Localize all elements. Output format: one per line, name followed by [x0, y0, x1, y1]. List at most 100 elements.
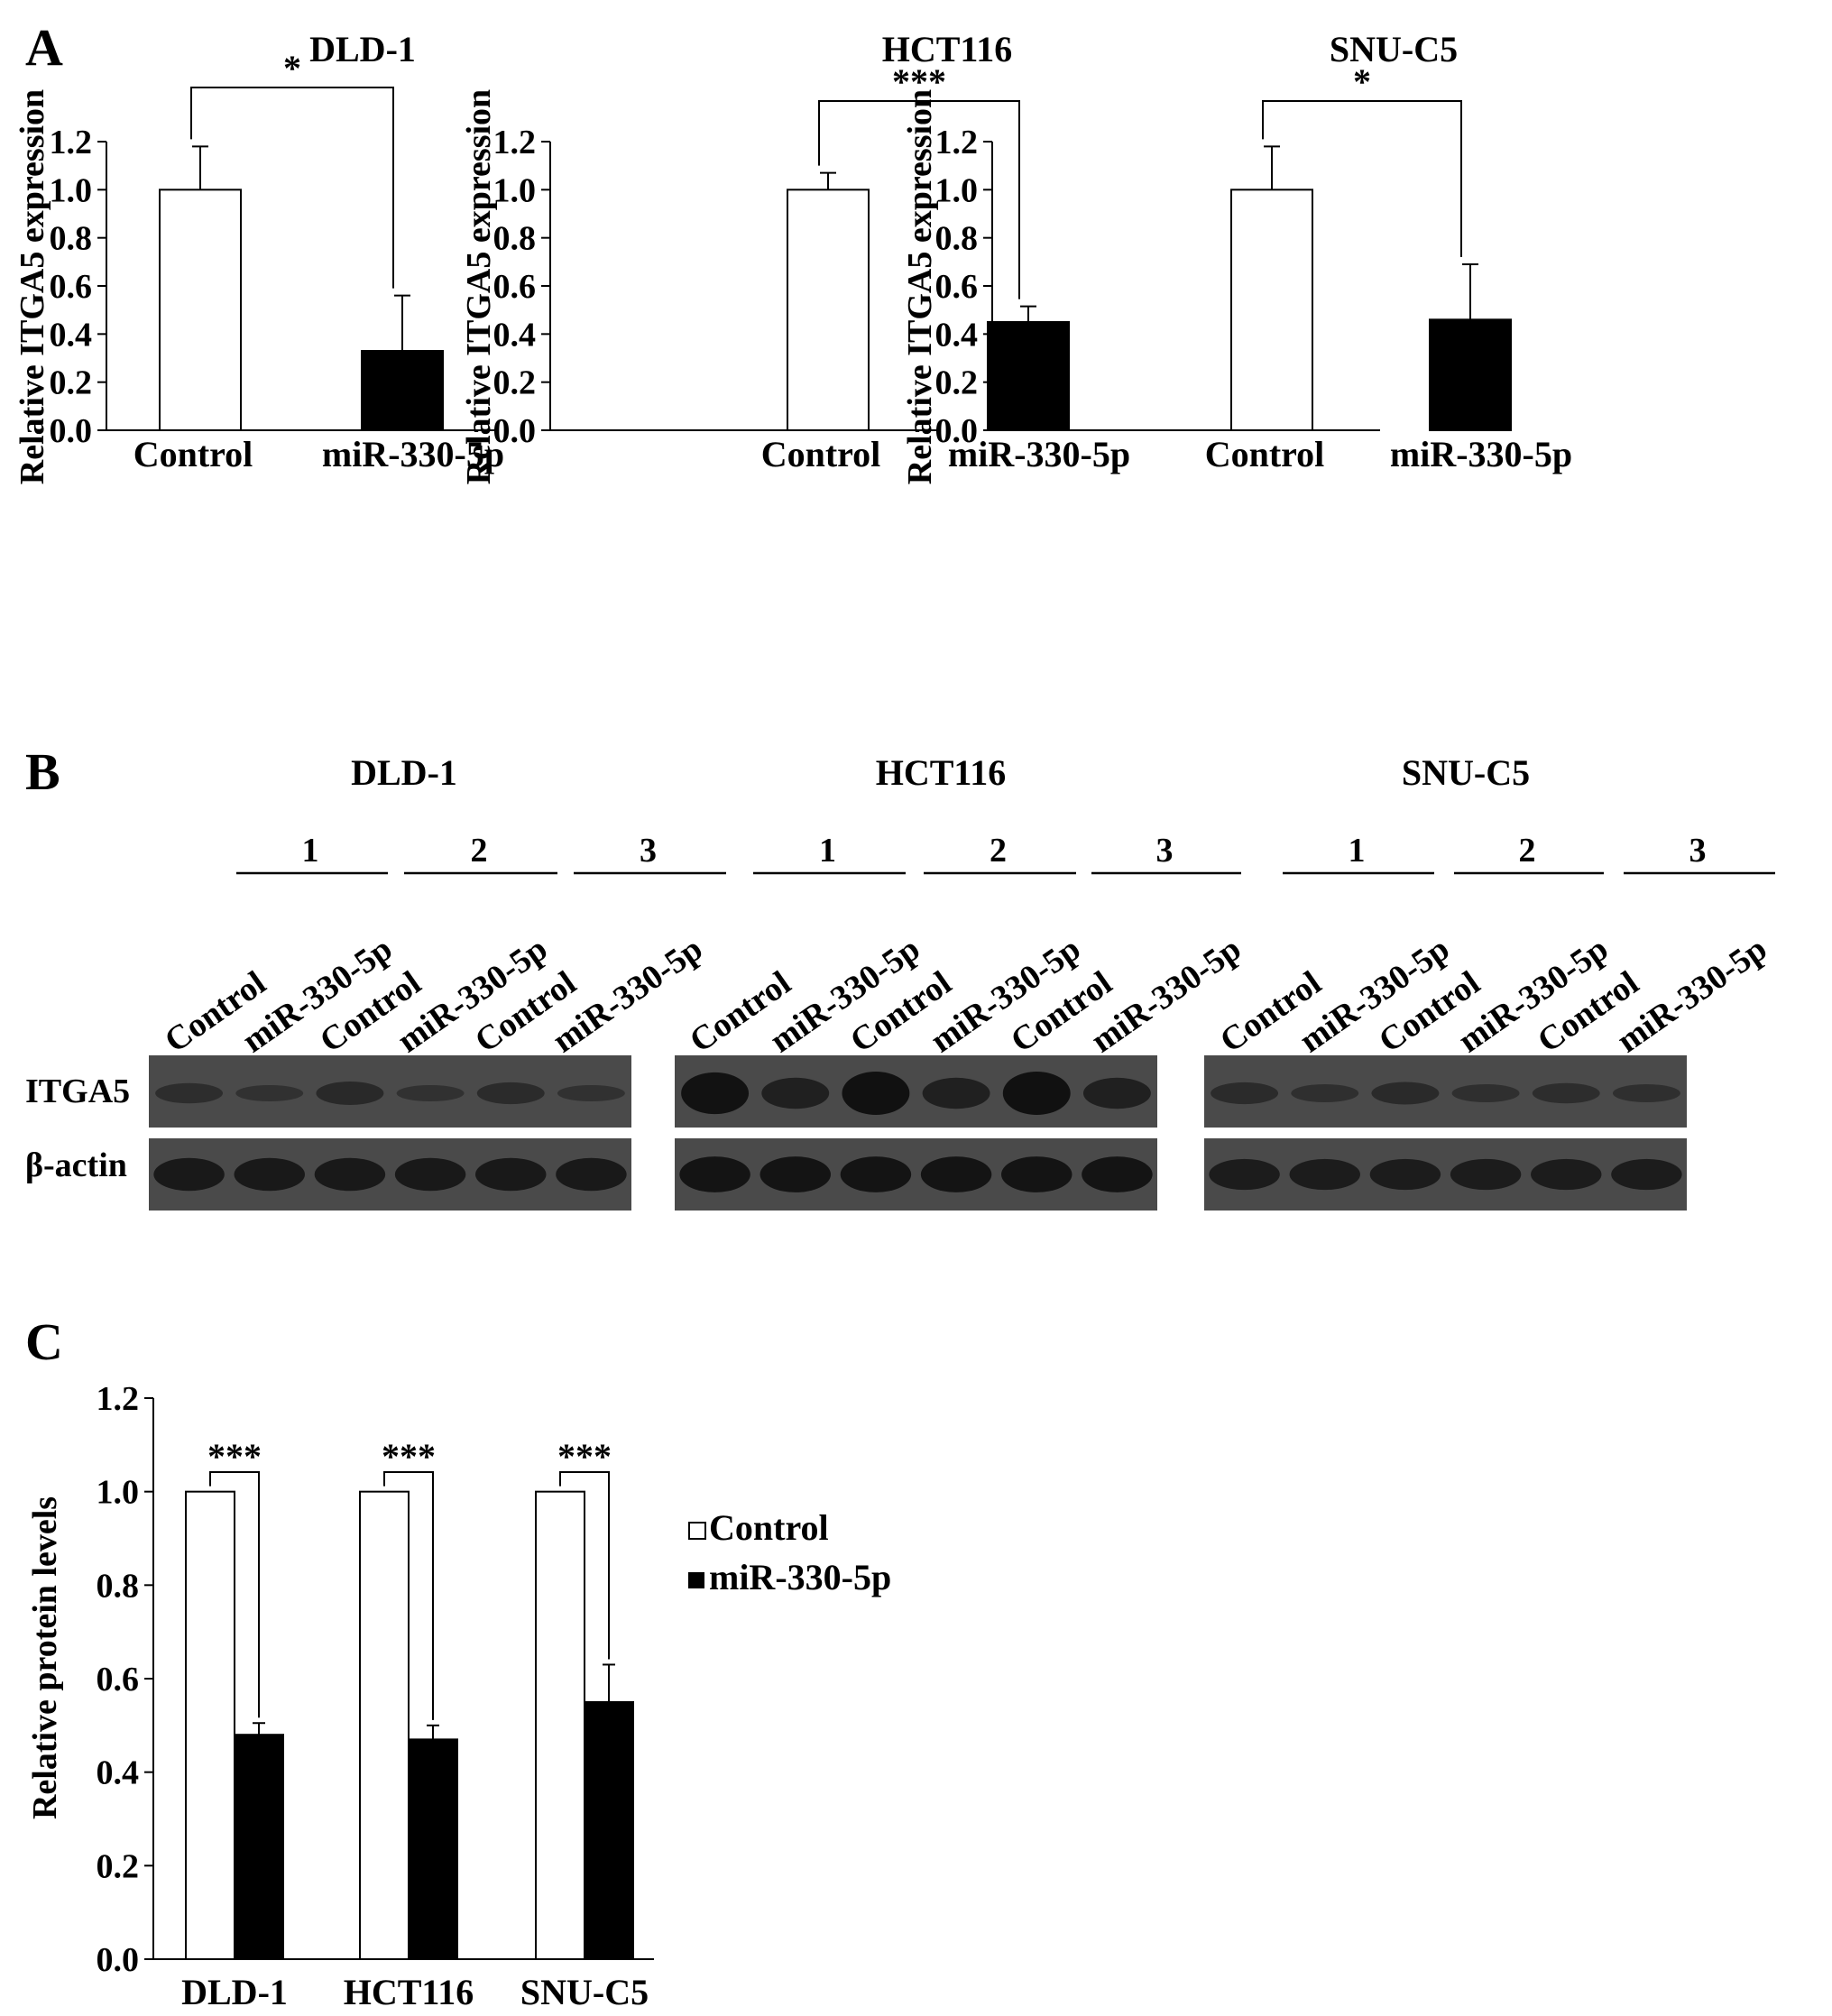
replicate-number: 2 [1519, 832, 1536, 870]
y-axis-label: Relative ITGA5 expression [14, 89, 51, 484]
y-tick-label: 0.2 [493, 364, 537, 402]
row-label-beta-actin: β-actin [25, 1146, 127, 1184]
band-itga5 [1532, 1082, 1600, 1104]
y-tick-label: 1.0 [935, 171, 979, 209]
category-label: Control [1205, 434, 1325, 474]
significance-bracket [818, 100, 1020, 299]
y-axis-label: Relative protein levels [26, 1496, 64, 1819]
replicate-number: 1 [302, 832, 319, 870]
bar [787, 189, 870, 431]
y-tick-label: 0.0 [50, 412, 93, 450]
y-tick-label: 0.4 [97, 1754, 140, 1792]
significance-bracket [559, 1471, 610, 1660]
category-label: DLD-1 [181, 1972, 288, 2012]
category-label: Control [133, 434, 253, 474]
y-tick-label: 0.8 [493, 220, 537, 258]
band-beta-actin [234, 1157, 305, 1192]
band-itga5 [476, 1082, 545, 1105]
blot-beta-actin [675, 1138, 1157, 1211]
band-itga5 [396, 1084, 465, 1102]
band-beta-actin [394, 1157, 466, 1192]
bar [987, 321, 1070, 431]
category-label: miR-330-5p [322, 434, 504, 474]
y-tick-label: 0.6 [50, 268, 93, 306]
blot-beta-actin [1204, 1138, 1687, 1211]
y-tick-label: 1.2 [97, 1380, 140, 1418]
band-itga5 [922, 1077, 990, 1109]
blot-itga5 [1204, 1055, 1687, 1128]
band-beta-actin [1289, 1158, 1360, 1191]
significance-bracket [209, 1471, 260, 1718]
band-beta-actin [1209, 1158, 1280, 1191]
legend-swatch-mir [688, 1572, 704, 1588]
y-tick-label: 0.2 [50, 364, 93, 402]
panel-letter-a: A [25, 18, 63, 77]
blot-beta-actin [149, 1138, 631, 1211]
blot-title: SNU-C5 [1402, 752, 1530, 793]
category-label: HCT116 [344, 1972, 474, 2012]
band-beta-actin [314, 1157, 386, 1192]
band-beta-actin [759, 1156, 831, 1192]
band-itga5 [681, 1072, 750, 1115]
y-tick-label: 0.4 [493, 316, 537, 354]
y-tick-label: 0.6 [493, 268, 537, 306]
replicate-number: 3 [1689, 832, 1707, 870]
y-tick-label: 1.2 [50, 124, 93, 161]
y-tick-label: 0.6 [935, 268, 979, 306]
bar [185, 1490, 235, 1960]
y-tick-label: 0.0 [97, 1941, 140, 1979]
significance-marker: *** [207, 1436, 262, 1477]
panel-letter-b: B [25, 742, 60, 801]
significance-bracket [190, 87, 394, 289]
panel-letter-c: C [25, 1312, 63, 1371]
significance-marker: * [1353, 61, 1371, 102]
y-tick-label: 0.8 [50, 220, 93, 258]
bar [159, 189, 242, 431]
bar [584, 1700, 634, 1960]
replicate-number: 2 [990, 832, 1007, 870]
significance-marker: *** [382, 1436, 436, 1477]
bar [535, 1490, 585, 1960]
band-itga5 [1211, 1082, 1279, 1105]
significance-marker: *** [557, 1436, 612, 1477]
band-itga5 [155, 1082, 224, 1104]
y-tick-label: 0.8 [935, 220, 979, 258]
category-label: miR-330-5p [948, 434, 1130, 474]
band-beta-actin [1369, 1158, 1441, 1191]
y-tick-label: 1.2 [935, 124, 979, 161]
blot-title: HCT116 [876, 752, 1006, 793]
band-itga5 [842, 1072, 910, 1115]
y-tick-label: 1.0 [50, 171, 93, 209]
legend-label-mir: miR-330-5p [709, 1557, 891, 1597]
y-tick-label: 0.0 [935, 412, 979, 450]
band-itga5 [1371, 1082, 1440, 1105]
band-itga5 [761, 1077, 830, 1109]
legend-swatch-control [688, 1522, 706, 1540]
blot-title: DLD-1 [351, 752, 457, 793]
band-itga5 [1451, 1083, 1520, 1103]
band-itga5 [316, 1082, 384, 1105]
band-itga5 [557, 1084, 625, 1102]
y-tick-label: 1.2 [493, 124, 537, 161]
row-label-itga5: ITGA5 [25, 1072, 130, 1110]
chart-title: HCT116 [882, 29, 1012, 69]
y-tick-label: 0.0 [493, 412, 537, 450]
y-tick-label: 0.8 [97, 1567, 140, 1605]
blot-itga5 [675, 1055, 1157, 1128]
y-tick-label: 0.6 [97, 1661, 140, 1698]
band-itga5 [1082, 1077, 1151, 1109]
y-tick-label: 0.2 [97, 1847, 140, 1885]
band-beta-actin [556, 1157, 627, 1192]
significance-bracket [383, 1471, 434, 1720]
replicate-number: 1 [819, 832, 836, 870]
band-beta-actin [840, 1156, 912, 1192]
band-beta-actin [1531, 1158, 1602, 1191]
replicate-number: 1 [1349, 832, 1366, 870]
bar [408, 1738, 458, 1960]
band-itga5 [235, 1084, 304, 1102]
y-axis-label: Relative ITGA5 expression [901, 89, 939, 484]
bar [1230, 189, 1313, 431]
